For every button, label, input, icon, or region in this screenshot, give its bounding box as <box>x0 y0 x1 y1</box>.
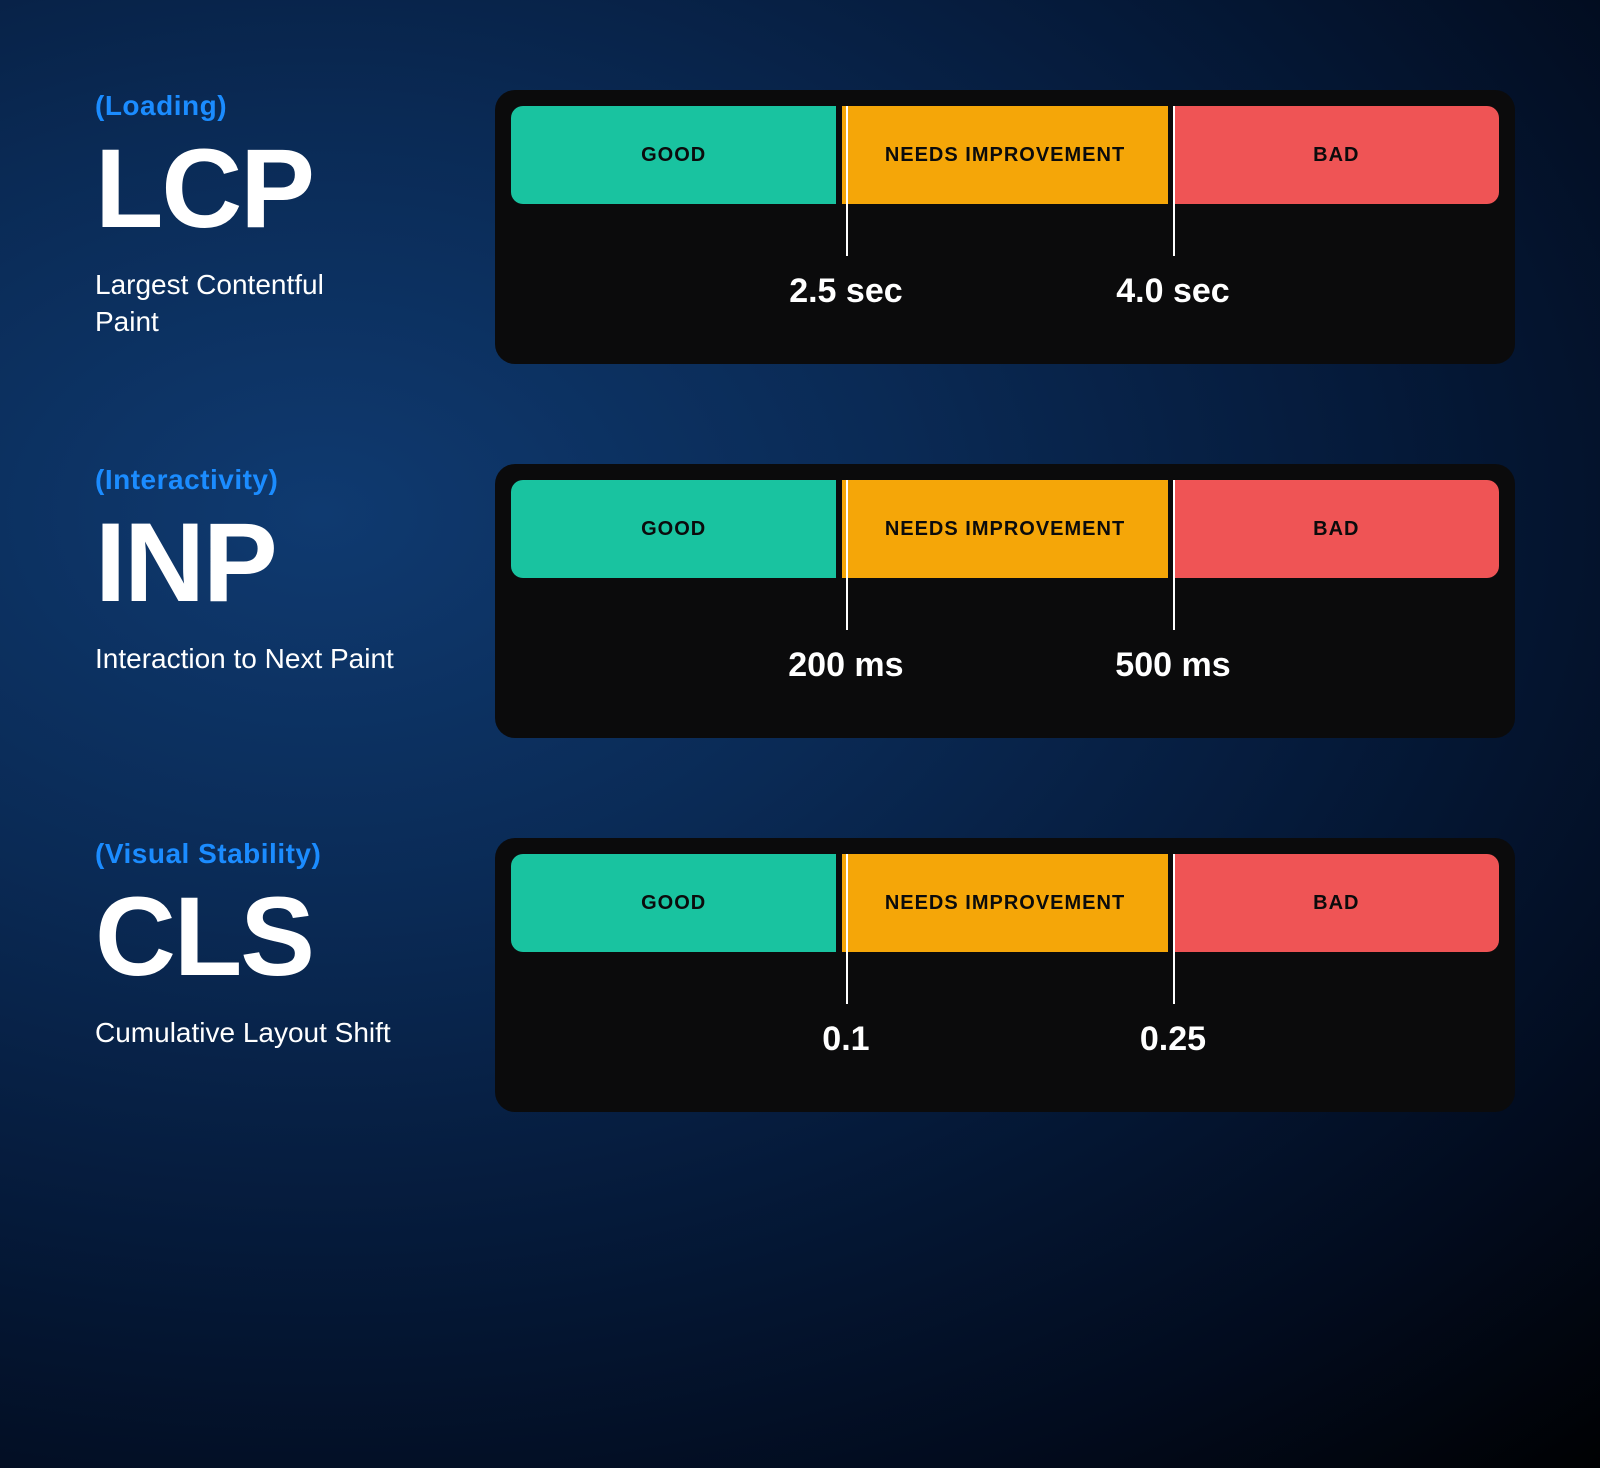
metric-category: (Visual Stability) <box>95 838 435 870</box>
metric-header-lcp: (Loading) LCP Largest Contentful Paint <box>95 90 435 341</box>
threshold-value-2: 0.25 <box>1140 1020 1206 1059</box>
metric-header-inp: (Interactivity) INP Interaction to Next … <box>95 464 435 677</box>
segment-needs-improvement: NEEDS IMPROVEMENT <box>842 854 1167 952</box>
threshold-card-lcp: GOOD NEEDS IMPROVEMENT BAD 2.5 sec 4.0 s… <box>495 90 1515 364</box>
threshold-value-2: 4.0 sec <box>1116 272 1229 311</box>
segment-needs-improvement: NEEDS IMPROVEMENT <box>842 480 1167 578</box>
threshold-value-2: 500 ms <box>1115 646 1230 685</box>
tick-mark <box>1173 106 1175 256</box>
metric-fullname: Largest Contentful Paint <box>95 266 395 342</box>
threshold-value-1: 2.5 sec <box>789 272 902 311</box>
metric-abbr: INP <box>95 504 435 622</box>
tick-mark <box>1173 480 1175 630</box>
core-web-vitals-infographic: (Loading) LCP Largest Contentful Paint G… <box>0 0 1600 1468</box>
threshold-segments: GOOD NEEDS IMPROVEMENT BAD <box>511 480 1499 578</box>
metric-abbr: CLS <box>95 878 435 996</box>
metric-row-lcp: (Loading) LCP Largest Contentful Paint G… <box>95 90 1515 364</box>
metric-category: (Loading) <box>95 90 435 122</box>
metric-fullname: Cumulative Layout Shift <box>95 1014 395 1052</box>
tick-mark <box>846 854 848 1004</box>
segment-needs-improvement: NEEDS IMPROVEMENT <box>842 106 1167 204</box>
threshold-ticks: 2.5 sec 4.0 sec <box>511 204 1499 324</box>
segment-bad: BAD <box>1174 854 1499 952</box>
metric-abbr: LCP <box>95 130 435 248</box>
metric-row-cls: (Visual Stability) CLS Cumulative Layout… <box>95 838 1515 1112</box>
metric-row-inp: (Interactivity) INP Interaction to Next … <box>95 464 1515 738</box>
segment-bad: BAD <box>1174 480 1499 578</box>
threshold-segments: GOOD NEEDS IMPROVEMENT BAD <box>511 106 1499 204</box>
segment-good: GOOD <box>511 106 836 204</box>
metric-fullname: Interaction to Next Paint <box>95 640 395 678</box>
threshold-card-inp: GOOD NEEDS IMPROVEMENT BAD 200 ms 500 ms <box>495 464 1515 738</box>
metric-header-cls: (Visual Stability) CLS Cumulative Layout… <box>95 838 435 1051</box>
tick-mark <box>1173 854 1175 1004</box>
segment-good: GOOD <box>511 854 836 952</box>
threshold-ticks: 0.1 0.25 <box>511 952 1499 1072</box>
segment-bad: BAD <box>1174 106 1499 204</box>
threshold-segments: GOOD NEEDS IMPROVEMENT BAD <box>511 854 1499 952</box>
tick-mark <box>846 480 848 630</box>
metric-category: (Interactivity) <box>95 464 435 496</box>
segment-good: GOOD <box>511 480 836 578</box>
threshold-value-1: 200 ms <box>788 646 903 685</box>
threshold-ticks: 200 ms 500 ms <box>511 578 1499 698</box>
threshold-card-cls: GOOD NEEDS IMPROVEMENT BAD 0.1 0.25 <box>495 838 1515 1112</box>
threshold-value-1: 0.1 <box>822 1020 869 1059</box>
tick-mark <box>846 106 848 256</box>
